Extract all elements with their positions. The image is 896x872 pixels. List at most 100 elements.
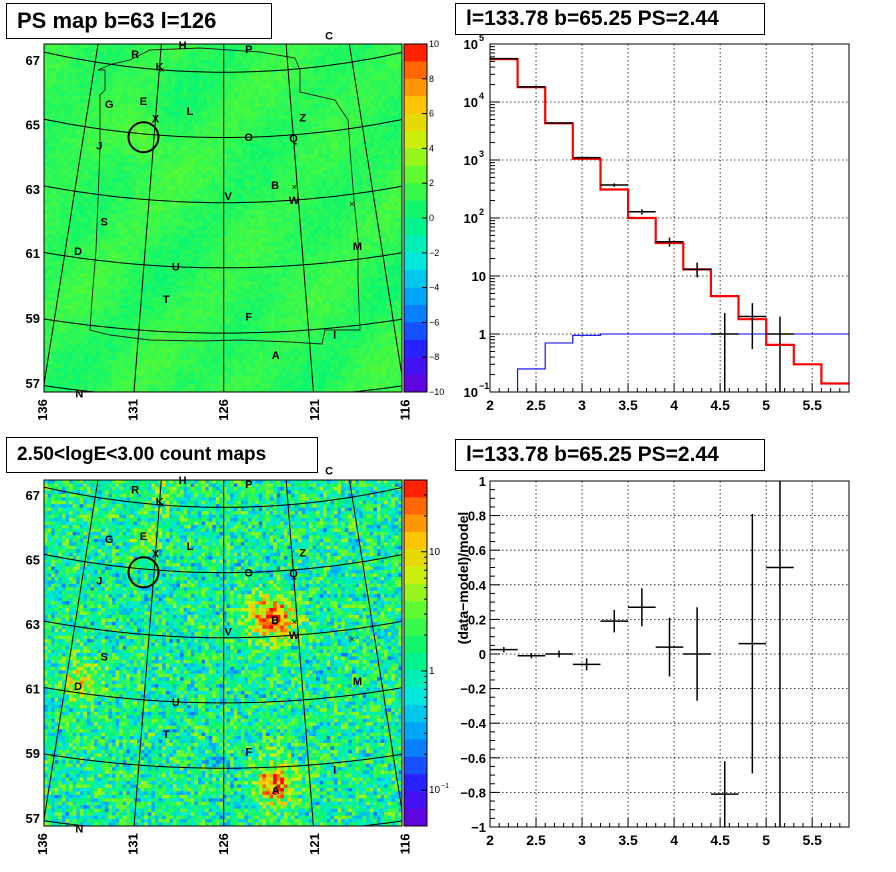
- ps-map-cell: [350, 111, 355, 116]
- ps-map-cell: [223, 91, 228, 96]
- ps-map-cell: [370, 127, 375, 132]
- ps-map-cell: [314, 55, 319, 61]
- ps-map-cell: [310, 51, 315, 57]
- ps-map-cell: [95, 146, 101, 152]
- ps-map-cell: [270, 131, 276, 136]
- ps-map-cell: [242, 115, 248, 120]
- ps-map-cell: [44, 67, 49, 73]
- ps-map-cell: [47, 202, 53, 207]
- ps-map-cell: [374, 237, 379, 243]
- ps-map-cell: [171, 186, 176, 191]
- ps-map-cell: [342, 158, 347, 163]
- ps-map-cell: [83, 127, 89, 132]
- ps-map-cell: [266, 210, 272, 215]
- ps-map-cell: [318, 257, 323, 262]
- ps-map-cell: [163, 142, 168, 148]
- ps-map-cell: [238, 190, 244, 195]
- ps-map-cell: [314, 241, 319, 247]
- ps-map-cell: [278, 119, 284, 124]
- ps-map-cell: [195, 91, 200, 96]
- ps-map-cell: [246, 182, 252, 187]
- ps-map-cell: [386, 95, 391, 100]
- ps-map-cell: [131, 83, 136, 88]
- ps-map-cell: [83, 134, 89, 140]
- ps-map-cell: [306, 87, 311, 92]
- ps-map-cell: [386, 178, 391, 183]
- ps-map-cell: [362, 182, 367, 187]
- ps-map-cell: [223, 221, 228, 227]
- ps-map-cell: [278, 241, 284, 247]
- ps-map-cell: [266, 154, 272, 160]
- ps-map-cell: [322, 233, 327, 239]
- ps-map-cell: [354, 174, 359, 179]
- ps-map-cell: [83, 51, 89, 57]
- ps-map-cell: [151, 150, 156, 156]
- ps-map-cell: [286, 166, 291, 171]
- ps-map-cell: [358, 214, 363, 219]
- ps-map-cell: [175, 115, 180, 120]
- ps-map-cell: [99, 111, 105, 116]
- ps-map-cell: [366, 119, 371, 124]
- ps-map-cell: [354, 249, 359, 254]
- ps-map-cell: [175, 119, 180, 124]
- ps-map-cell: [250, 202, 256, 207]
- ps-map-cell: [366, 233, 371, 239]
- ps-map-cell: [223, 146, 228, 152]
- ps-map-cell: [382, 55, 387, 61]
- ps-map-cell: [223, 210, 228, 215]
- ps-map-cell: [171, 75, 176, 80]
- ps-map-cell: [159, 186, 164, 191]
- ps-map-cell: [207, 87, 212, 92]
- ps-map-cell: [91, 158, 97, 163]
- ps-map-cell: [223, 79, 228, 84]
- ps-map-cell: [151, 186, 156, 191]
- ps-map-cell: [238, 87, 244, 92]
- ps-map-cell: [358, 253, 363, 258]
- ps-map-cell: [115, 44, 120, 49]
- ps-map-cell: [119, 178, 124, 183]
- ps-map-cell: [95, 233, 101, 239]
- ps-map-cell: [87, 158, 93, 163]
- ps-map-cell: [179, 71, 184, 76]
- ps-map-cell: [394, 241, 399, 247]
- ps-map-cell: [354, 214, 359, 219]
- ps-map-cell: [270, 95, 276, 100]
- ps-map-cell: [362, 249, 367, 254]
- ps-map-cell: [155, 63, 160, 69]
- ps-map-cell: [83, 214, 89, 219]
- ps-map-cell: [326, 229, 331, 235]
- ps-map-cell: [334, 44, 339, 49]
- ps-map-cell: [215, 75, 220, 80]
- ps-map-cell: [51, 166, 57, 171]
- ps-map-cell: [47, 170, 53, 175]
- ps-map-cell: [238, 198, 244, 203]
- ps-map-cell: [230, 166, 236, 171]
- ps-map-cell: [390, 245, 395, 250]
- ps-map-cell: [179, 59, 184, 65]
- ps-map-cell: [51, 257, 57, 262]
- ps-map-cell: [143, 229, 148, 235]
- ps-map-cell: [63, 79, 69, 84]
- ps-map-cell: [290, 182, 295, 187]
- ps-map-cell: [183, 214, 188, 219]
- ps-map-cell: [238, 221, 244, 227]
- ps-map-cell: [143, 218, 148, 223]
- ps-map-cell: [230, 190, 236, 195]
- ps-map-cell: [238, 237, 244, 243]
- ps-map-cell: [171, 59, 176, 65]
- ps-map-cell: [358, 202, 363, 207]
- ps-map-cell: [147, 115, 152, 120]
- ps-map-cell: [362, 150, 367, 156]
- ps-map-cell: [246, 127, 252, 132]
- ps-map-cell: [91, 198, 97, 203]
- ps-map-cell: [234, 166, 240, 171]
- ps-map-cell: [334, 67, 339, 73]
- ps-map-cell: [278, 198, 284, 203]
- ps-map-cell: [135, 178, 140, 183]
- ps-map-cell: [211, 245, 216, 250]
- ps-map-cell: [298, 245, 303, 250]
- ps-map-cell: [382, 218, 387, 223]
- ps-map-cell: [95, 103, 101, 108]
- ps-map-cell: [378, 111, 383, 116]
- ps-map-cell: [183, 59, 188, 65]
